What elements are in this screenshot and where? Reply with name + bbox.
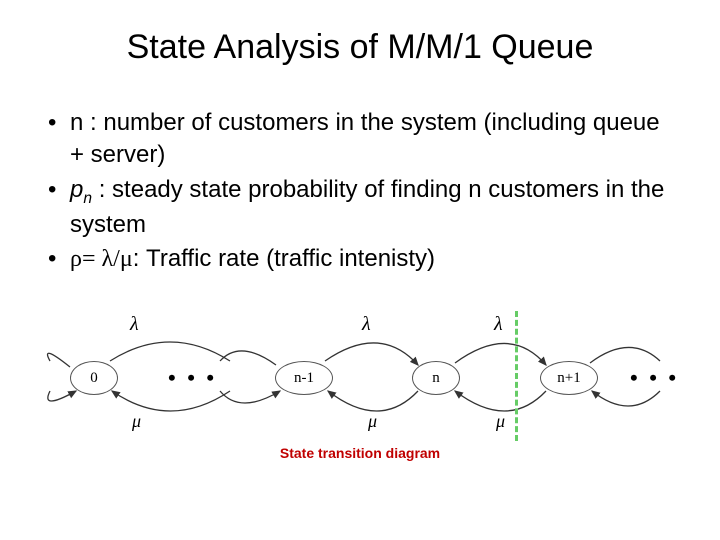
mu-label-0: μ [132, 411, 141, 432]
diagram-caption: State transition diagram [280, 445, 440, 461]
transition-arc-3 [590, 348, 660, 364]
bullet-3-text: : Traffic rate (traffic intenisty) [133, 245, 435, 272]
bullet-2: pn : steady state probability of finding… [48, 174, 680, 241]
divider-dashed [515, 311, 518, 441]
state-transition-diagram: State transition diagram 0n-1nn+1• • •• … [40, 303, 680, 463]
bullet-1-text: n : number of customers in the system (i… [70, 109, 660, 168]
bullet-1: n : number of customers in the system (i… [48, 107, 680, 172]
bullet-2-sub: n [83, 190, 92, 207]
ellipsis-1: • • • [630, 365, 679, 391]
transition-arc-0 [110, 342, 230, 361]
transition-arc-7 [592, 391, 660, 406]
page-title: State Analysis of M/M/1 Queue [40, 28, 680, 67]
bullet-2-var: p [70, 176, 83, 203]
bullet-2-text: : steady state probability of finding n … [70, 176, 664, 238]
transition-arc-9 [48, 391, 76, 401]
lambda-label-1: λ [362, 313, 371, 336]
transition-arc-2 [455, 344, 546, 366]
transition-arc-11 [220, 391, 280, 403]
lambda-symbol: λ [102, 246, 114, 272]
rho-symbol: ρ [70, 246, 82, 272]
mu-symbol: μ [120, 246, 133, 272]
lambda-label-0: λ [130, 313, 139, 336]
transition-arc-6 [455, 391, 546, 411]
transition-arc-10 [220, 351, 276, 365]
bullet-list: n : number of customers in the system (i… [40, 107, 680, 275]
transition-arc-8 [48, 354, 71, 368]
lambda-label-2: λ [494, 313, 503, 336]
transition-arc-1 [325, 343, 418, 365]
ellipsis-0: • • • [168, 365, 217, 391]
transition-arc-5 [328, 391, 418, 411]
eq-symbol: = [82, 246, 102, 272]
slash-symbol: / [113, 246, 120, 272]
mu-label-1: μ [368, 411, 377, 432]
transition-arc-4 [112, 391, 230, 411]
mu-label-2: μ [496, 411, 505, 432]
bullet-3: ρ= λ/μ: Traffic rate (traffic intenisty) [48, 243, 680, 275]
